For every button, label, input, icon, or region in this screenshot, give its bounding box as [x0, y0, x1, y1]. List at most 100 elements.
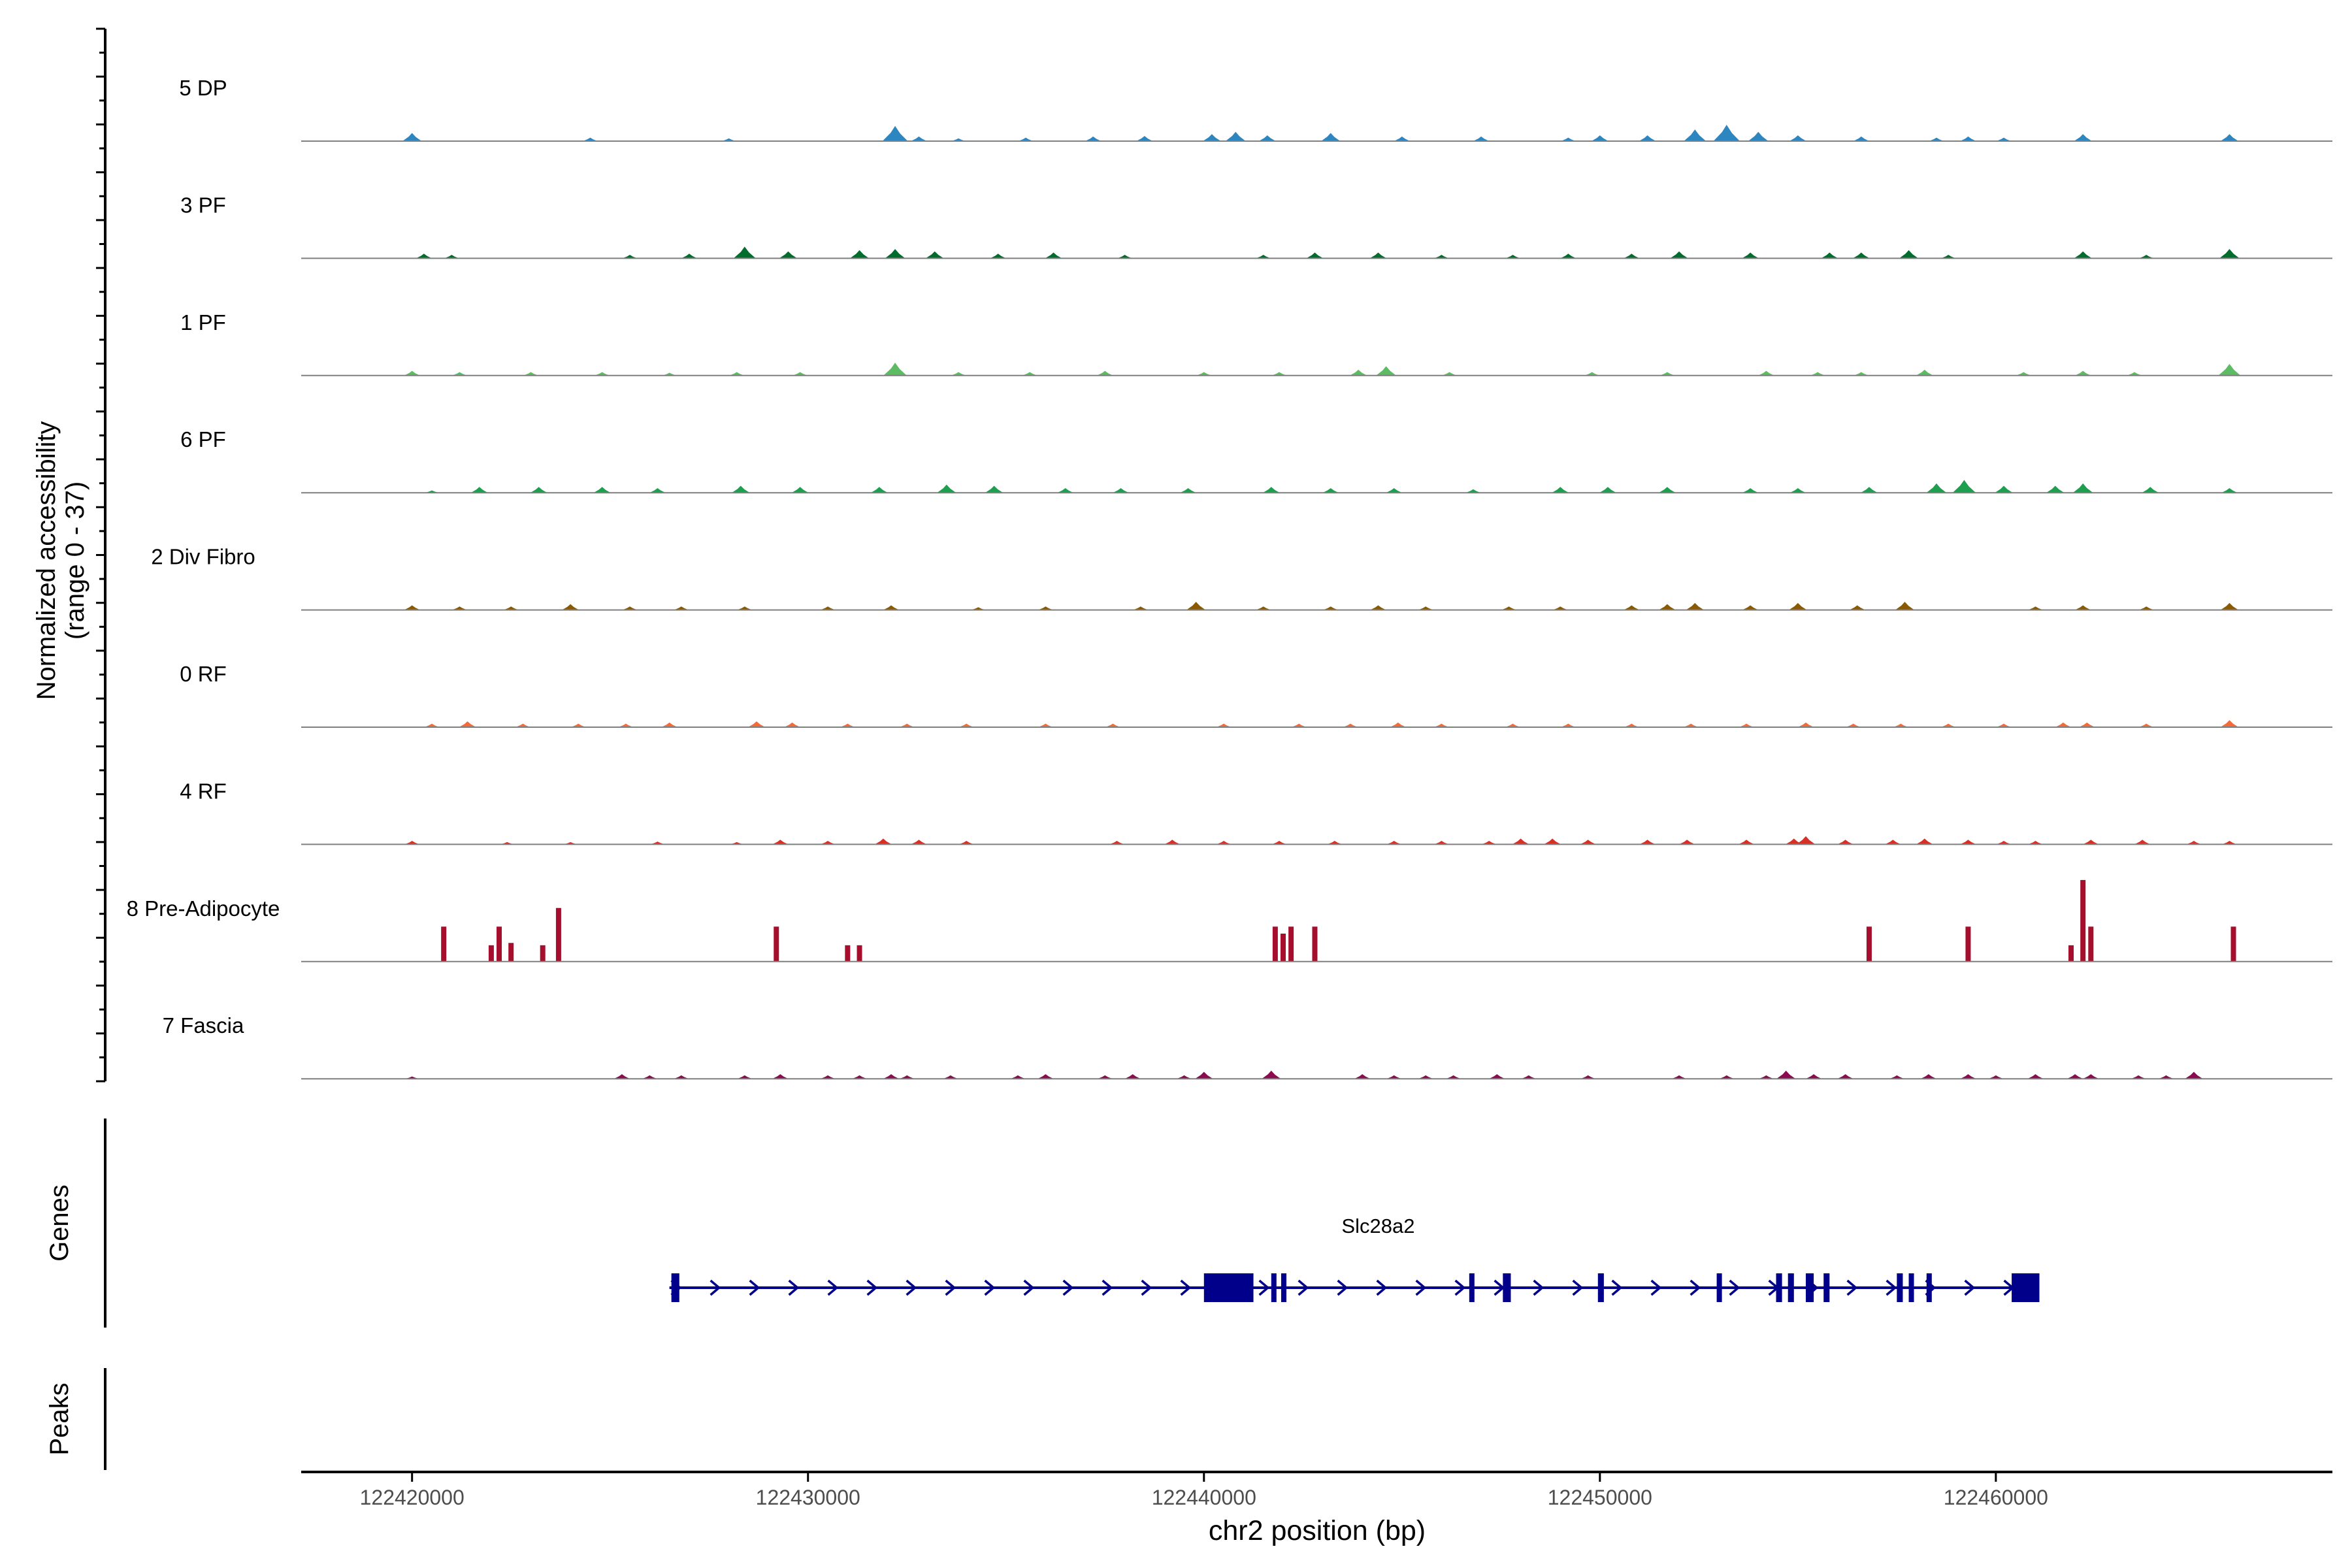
coverage-peak [1323, 606, 1339, 610]
track-8: 8 Pre-Adipocyte [127, 879, 2332, 962]
coverage-peak [1671, 1075, 1687, 1079]
coverage-peak [733, 246, 756, 259]
coverage-peak [1271, 841, 1287, 845]
coverage-peak [2016, 372, 2031, 376]
coverage-peak [784, 722, 800, 727]
coverage-peak [1996, 723, 2012, 727]
coverage-peak [404, 605, 420, 610]
gene-exon [1281, 1273, 1286, 1302]
coverage-peak [772, 1074, 789, 1079]
gene-strand-arrow [1337, 1279, 1348, 1296]
coverage-peak [1776, 1070, 1796, 1079]
coverage-peak [583, 137, 598, 141]
coverage-peak [1624, 605, 1640, 610]
coverage-peak [402, 133, 422, 141]
coverage-y-axis-label-line1: Normalized accessibility [32, 421, 61, 700]
genes-panel: Genes Slc28a2 [45, 1119, 2040, 1328]
coverage-peak [622, 606, 638, 610]
coverage-peak [1560, 723, 1576, 727]
coverage-peak [424, 723, 440, 727]
gene-name-label: Slc28a2 [1341, 1215, 1414, 1237]
coverage-peak [1180, 488, 1196, 493]
coverage-peak [874, 838, 892, 845]
coverage-peak [1686, 602, 1705, 610]
coverage-peak [2080, 879, 2086, 962]
coverage-peak [729, 372, 745, 376]
gene-strand-arrow [1533, 1279, 1544, 1296]
coverage-peak [452, 372, 467, 376]
peaks-panel: Peaks [45, 1368, 106, 1470]
coverage-peak [441, 926, 447, 962]
coverage-peak [1262, 487, 1280, 493]
coverage-peak [1560, 253, 1576, 259]
coverage-peak [1321, 133, 1341, 141]
coverage-peak [2027, 1074, 2044, 1079]
coverage-peak [1386, 1075, 1402, 1079]
coverage-peak [1164, 840, 1181, 845]
coverage-tracks: 5 DP 3 PF 1 PF 6 PF 2 Div Fibro 0 RF 4 RF 8 Pre… [127, 76, 2332, 1080]
gene-strand-arrow [1690, 1279, 1701, 1296]
gene-exon [1597, 1273, 1604, 1302]
coverage-peak [1256, 606, 1271, 610]
coverage-peak [642, 1075, 657, 1079]
coverage-peak [1789, 135, 1806, 141]
coverage-peak [1394, 136, 1410, 141]
coverage-peak [649, 488, 666, 493]
coverage-peak [1136, 136, 1153, 141]
x-tick-label: 122440000 [1152, 1486, 1256, 1509]
coverage-peak [1037, 723, 1053, 727]
gene-strand-arrow [1258, 1279, 1270, 1296]
coverage-peak [1683, 723, 1699, 727]
coverage-peak [747, 721, 765, 727]
coverage-peak [883, 605, 900, 610]
coverage-peak [820, 1075, 836, 1079]
coverage-peak [1418, 606, 1433, 610]
gene-exon [1203, 1273, 1254, 1302]
coverage-peak [1418, 1075, 1433, 1079]
coverage-peak [1849, 605, 1865, 610]
gene-strand-arrow [1415, 1279, 1427, 1296]
coverage-peak [459, 721, 476, 727]
coverage-peak [2083, 1074, 2099, 1079]
coverage-peak [1196, 372, 1212, 376]
coverage-peak [2230, 926, 2236, 962]
coverage-peak [613, 1074, 630, 1079]
coverage-peak [899, 723, 915, 727]
gene-strand-arrow [906, 1279, 917, 1296]
coverage-peak [925, 251, 944, 259]
coverage-peak [1203, 134, 1221, 141]
coverage-peak [1354, 1074, 1371, 1079]
gene-exon [1469, 1273, 1475, 1302]
coverage-peak [1639, 135, 1656, 141]
coverage-peak [1853, 136, 1870, 141]
track-label: 0 RF [180, 662, 227, 686]
coverage-peak [1288, 926, 1294, 962]
coverage-peak [1584, 372, 1600, 376]
coverage-peak [1837, 840, 1854, 845]
coverage-peak [593, 487, 611, 493]
track-label: 3 PF [180, 193, 226, 217]
coverage-peak [1312, 926, 1318, 962]
coverage-peak [497, 926, 502, 962]
coverage-peak [1442, 372, 1457, 376]
coverage-peak [943, 1075, 958, 1079]
gene-model [669, 1273, 2040, 1302]
coverage-peak [1899, 250, 1919, 259]
gene-strand-arrow [1886, 1279, 1897, 1296]
coverage-peak [1960, 1074, 1976, 1079]
coverage-peak [661, 722, 678, 727]
coverage-peak [2159, 1075, 2174, 1079]
coverage-peak [1797, 722, 1814, 727]
coverage-peak [444, 255, 459, 259]
coverage-peak [1684, 129, 1707, 141]
coverage-peak [1748, 131, 1769, 141]
coverage-peak [1893, 723, 1908, 727]
coverage-peak [650, 841, 665, 845]
coverage-peak [1369, 252, 1387, 259]
coverage-peak [2079, 722, 2095, 727]
coverage-peak [2074, 134, 2092, 141]
coverage-peak [1280, 933, 1286, 962]
x-axis-title: chr2 position (bp) [1209, 1515, 1426, 1546]
coverage-peak [1117, 255, 1132, 259]
coverage-peak [1057, 488, 1073, 493]
